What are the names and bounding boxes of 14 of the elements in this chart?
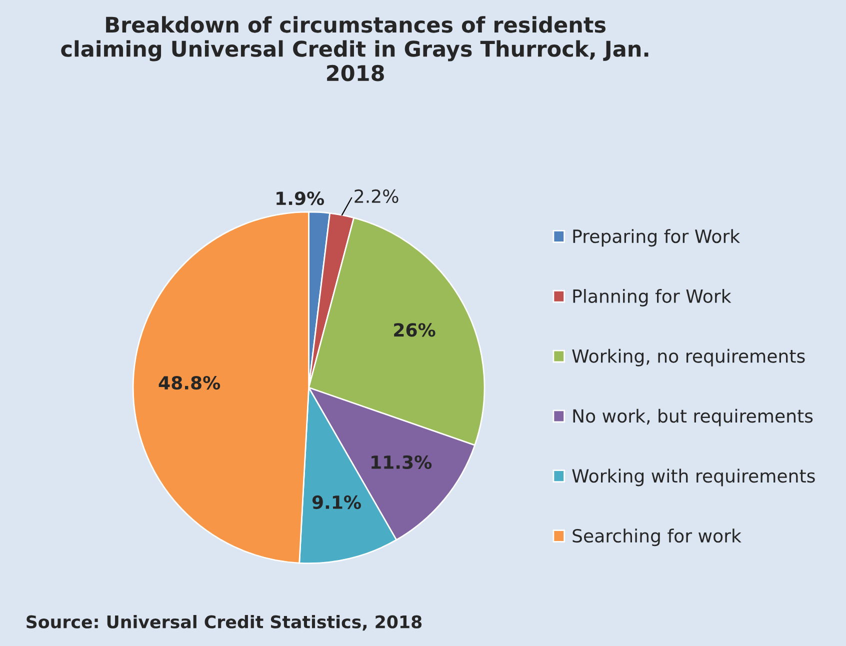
- data-label: 26%: [394, 323, 436, 337]
- data-label: 2.2%: [354, 189, 398, 204]
- legend-label: No work, but requirements: [573, 408, 813, 426]
- source-note: Source: Universal Credit Statistics, 2018: [26, 614, 422, 631]
- chart-title: Breakdown of circumstances of residents claiming Universal Credit in Grays Thurrock, Jan. 2018: [61, 16, 648, 82]
- data-label: 1.9%: [276, 192, 324, 206]
- legend-label: Planning for Work: [573, 289, 732, 306]
- data-label: 48.8%: [158, 376, 220, 390]
- legend-label: Working with requirements: [572, 468, 815, 486]
- data-label: 9.1%: [312, 495, 361, 510]
- legend-label: Preparing for Work: [573, 229, 740, 247]
- legend-label: Working, no requirements: [572, 348, 805, 366]
- legend-label: Searching for work: [572, 528, 742, 546]
- data-label: 11.3%: [372, 455, 432, 470]
